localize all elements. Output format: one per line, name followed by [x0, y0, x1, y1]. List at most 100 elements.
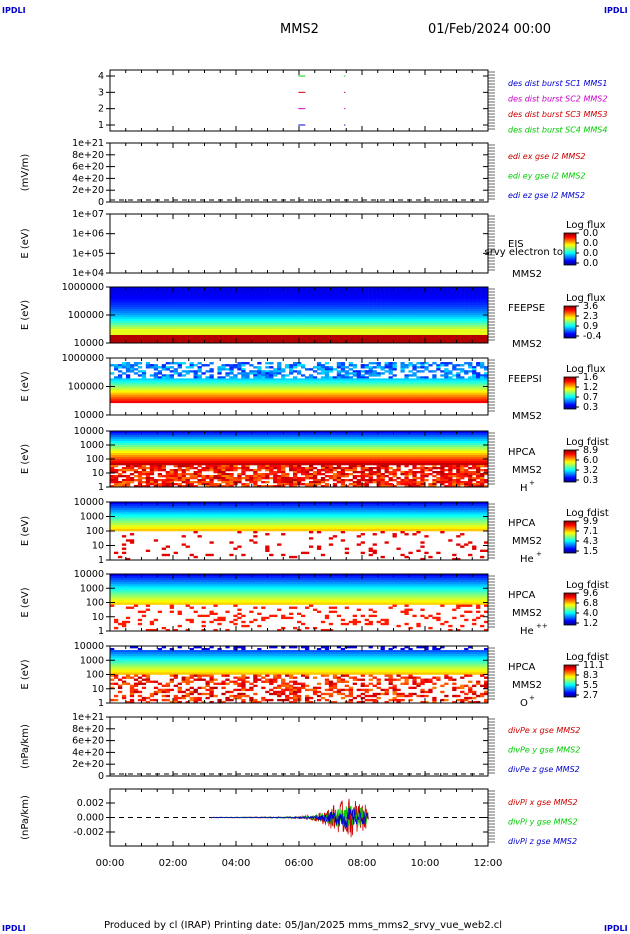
legend-entry: edi ex gse l2 MMS2: [508, 152, 586, 161]
heatmap-cell: [404, 299, 409, 302]
heatmap-cell: [121, 485, 127, 488]
heatmap-cell: [344, 317, 350, 320]
heatmap-cell: [245, 333, 250, 336]
heatmap-cell: [209, 295, 214, 298]
heatmap-cell: [392, 337, 397, 340]
heatmap-cell: [420, 309, 425, 312]
heatmap-cell: [129, 445, 135, 448]
heatmap-cell: [316, 337, 322, 340]
heatmap-cell: [169, 337, 174, 340]
heatmap-cell: [177, 398, 182, 402]
heatmap-cell: [328, 394, 334, 397]
heatmap-cell: [460, 341, 465, 344]
heatmap-cell: [372, 335, 377, 338]
heatmap-cell: [332, 394, 338, 397]
heatmap-cell: [440, 297, 445, 300]
heatmap-cell: [468, 313, 473, 316]
heatmap-cell: [273, 307, 278, 310]
heatmap-cell: [125, 325, 131, 328]
heatmap-cell: [185, 297, 190, 300]
heatmap-cell: [428, 305, 433, 308]
heatmap-cell: [308, 392, 314, 395]
heatmap-cell: [121, 435, 127, 438]
heatmap-cell: [352, 309, 357, 312]
heatmap-cell: [133, 447, 139, 450]
heatmap-cell: [165, 319, 170, 322]
heatmap-cell: [320, 329, 326, 332]
heatmap-cell: [436, 287, 441, 290]
heatmap-cell: [277, 309, 282, 312]
heatmap-cell: [324, 390, 330, 393]
heatmap-cell: [352, 386, 357, 389]
heatmap-cell: [261, 380, 266, 383]
heatmap-cell: [452, 390, 457, 393]
heatmap-cell: [145, 394, 151, 397]
heatmap-cell: [360, 321, 365, 324]
heatmap-cell: [468, 291, 473, 294]
heatmap-cell: [121, 380, 127, 383]
heatmap-cell: [432, 384, 437, 387]
heatmap-cell: [189, 388, 194, 391]
heatmap-cell: [285, 339, 290, 342]
heatmap-cell: [408, 396, 413, 400]
heatmap-cell: [245, 309, 250, 312]
heatmap-cell: [424, 362, 429, 365]
heatmap-cell: [464, 341, 469, 344]
heatmap-cell: [149, 301, 155, 304]
heatmap-cell: [356, 382, 361, 385]
heatmap-cell: [257, 297, 262, 300]
heatmap-cell: [253, 317, 258, 320]
heatmap-cell: [221, 380, 226, 383]
heatmap-cell: [169, 327, 174, 330]
heatmap-cell: [141, 431, 147, 434]
heatmap-cell: [380, 331, 385, 334]
heatmap-cell: [217, 323, 222, 326]
heatmap-cell: [169, 394, 174, 397]
heatmap-cell: [293, 309, 298, 312]
heatmap-cell: [257, 291, 262, 294]
heatmap-cell: [257, 295, 262, 298]
heatmap-cell: [157, 319, 163, 322]
heatmap-cell: [476, 313, 481, 316]
heatmap-cell: [221, 319, 226, 322]
heatmap-cell: [125, 321, 131, 324]
heatmap-cell: [396, 339, 401, 342]
heatmap-cell: [384, 335, 389, 338]
heatmap-cell: [356, 291, 361, 294]
heatmap-cell: [121, 483, 127, 486]
heatmap-cell: [265, 384, 270, 387]
heatmap-cell: [324, 293, 330, 296]
heatmap-cell: [376, 382, 381, 385]
heatmap-cell: [420, 299, 425, 302]
heatmap-cell: [472, 398, 477, 402]
heatmap-cell: [110, 341, 115, 344]
heatmap-cell: [476, 307, 481, 310]
heatmap-cell: [201, 295, 206, 298]
heatmap-cell: [181, 400, 186, 404]
heatmap-cell: [448, 372, 453, 375]
heatmap-cell: [412, 341, 417, 344]
heatmap-cell: [380, 384, 385, 387]
heatmap-cell: [113, 289, 119, 292]
heatmap-cell: [205, 299, 210, 302]
heatmap-cell: [169, 333, 174, 336]
heatmap-cell: [452, 329, 457, 332]
heatmap-cell: [185, 388, 190, 391]
heatmap-cell: [113, 293, 119, 296]
heatmap-cell: [332, 327, 338, 330]
heatmap-cell: [205, 319, 210, 322]
heatmap-cell: [356, 303, 361, 306]
heatmap-cell: [129, 388, 135, 391]
heatmap-cell: [253, 337, 258, 340]
heatmap-cell: [448, 301, 453, 304]
heatmap-cell: [344, 325, 350, 328]
heatmap-cell: [117, 394, 123, 397]
heatmap-cell: [110, 339, 115, 342]
heatmap-cell: [344, 374, 350, 377]
heatmap-cell: [384, 289, 389, 292]
heatmap-cell: [221, 341, 226, 344]
heatmap-cell: [197, 303, 202, 306]
heatmap-cell: [360, 380, 365, 383]
heatmap-cell: [213, 400, 218, 404]
heatmap-cell: [269, 317, 274, 320]
